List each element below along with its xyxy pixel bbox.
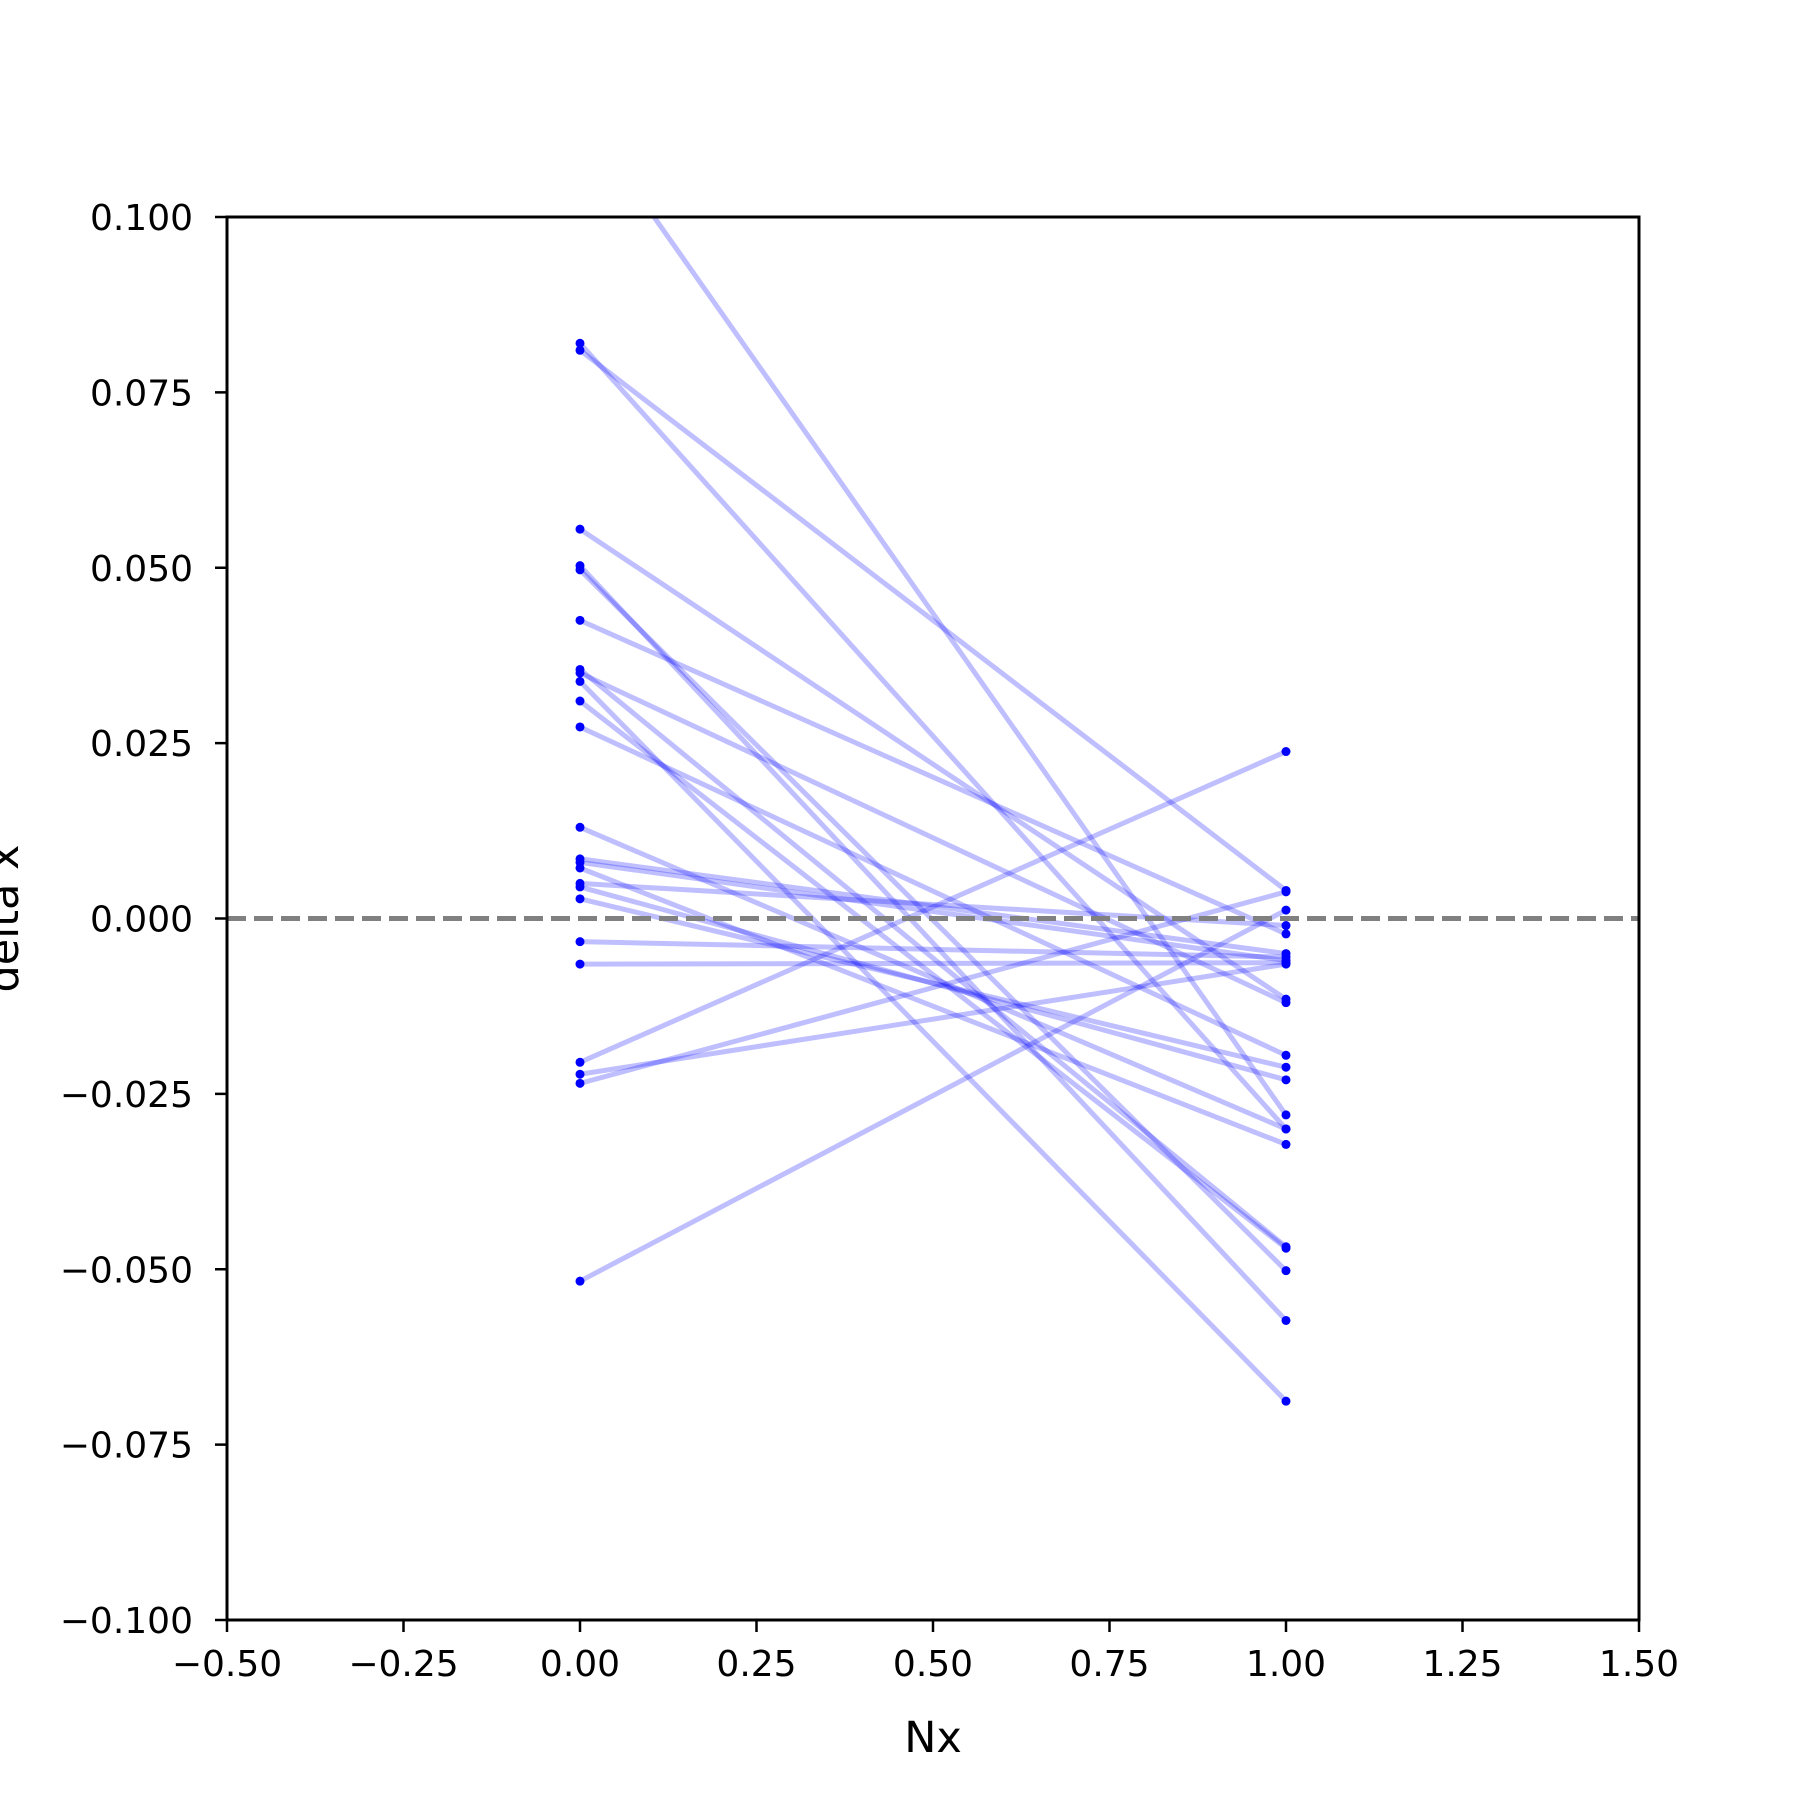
data-point — [575, 863, 585, 873]
data-point — [575, 959, 585, 969]
pair-line — [578, 618, 1288, 937]
data-point — [1281, 1315, 1291, 1325]
pair-line — [579, 880, 1287, 929]
data-point — [1281, 1396, 1291, 1406]
data-point — [575, 894, 585, 904]
data-point — [575, 822, 585, 832]
data-point — [1281, 921, 1291, 931]
data-point — [575, 1069, 585, 1079]
pair-line — [578, 341, 1288, 1131]
pair-line — [579, 939, 1287, 960]
data-point — [1281, 887, 1291, 897]
data-point — [575, 937, 585, 947]
y-tick-label: 0.075 — [90, 373, 193, 414]
data-point — [1281, 959, 1291, 969]
data-point — [575, 338, 585, 348]
y-tick-label: −0.025 — [60, 1075, 193, 1116]
data-point — [575, 668, 585, 678]
x-axis-label: Nx — [904, 1713, 962, 1763]
x-tick-label: 0.75 — [1069, 1644, 1149, 1685]
data-point — [1281, 905, 1291, 915]
pair-line — [579, 961, 1287, 1077]
y-tick-label: 0.100 — [90, 198, 193, 239]
data-point — [1281, 1266, 1291, 1276]
data-point — [575, 565, 585, 575]
pair-line — [578, 699, 1288, 1251]
pair-line — [579, 889, 1287, 1086]
y-tick-label: −0.100 — [60, 1601, 193, 1642]
data-point — [1281, 747, 1291, 757]
pair-line — [578, 679, 1288, 1403]
data-point — [1281, 1243, 1291, 1253]
x-tick-label: −0.50 — [172, 1644, 282, 1685]
y-tick-label: 0.000 — [90, 900, 193, 941]
data-point — [1281, 1110, 1291, 1120]
data-point — [1281, 1124, 1291, 1134]
x-tick-label: 0.50 — [893, 1644, 973, 1685]
pair-line — [578, 749, 1288, 1065]
pair-line — [579, 825, 1287, 1132]
pair-line — [578, 667, 1288, 1249]
data-point — [575, 615, 585, 625]
data-point — [1281, 1062, 1291, 1072]
x-tick-label: 1.50 — [1599, 1644, 1679, 1685]
pair-line — [578, 907, 1288, 1284]
axes-layer: −0.50 −0.25 0.00 0.25 0.50 0.75 1.00 1.25 1.50 0.… — [0, 198, 1679, 1763]
data-point — [1281, 1050, 1291, 1060]
x-tick-label: 1.00 — [1246, 1644, 1326, 1685]
pair-line — [579, 856, 1287, 957]
data-point — [575, 676, 585, 686]
data-point — [575, 882, 585, 892]
x-tick-label: 0.25 — [716, 1644, 796, 1685]
plot-area — [227, 217, 1639, 1406]
y-tick-label: 0.050 — [90, 549, 193, 590]
y-tick-label: 0.025 — [90, 724, 193, 765]
pair-line — [578, 670, 1288, 1005]
data-point — [1281, 1075, 1291, 1085]
pair-line — [579, 859, 1287, 964]
data-point — [1281, 1139, 1291, 1149]
pair-line — [578, 724, 1288, 1058]
pair-line — [650, 217, 1289, 1117]
pair-line — [579, 865, 1287, 1147]
data-point — [1281, 998, 1291, 1008]
pair-line — [578, 527, 1288, 1002]
data-point — [575, 722, 585, 732]
x-tick-label: 0.00 — [540, 1644, 620, 1685]
x-tick-label: −0.25 — [348, 1644, 458, 1685]
pair-line — [579, 960, 1287, 967]
pair-line — [578, 348, 1288, 893]
data-point — [575, 696, 585, 706]
data-point — [575, 524, 585, 534]
data-point — [575, 345, 585, 355]
x-tick-label: 1.25 — [1422, 1644, 1502, 1685]
data-point — [1281, 929, 1291, 939]
data-point — [575, 1057, 585, 1067]
y-tick-label: −0.050 — [60, 1250, 193, 1291]
data-point — [575, 1276, 585, 1286]
pair-line — [579, 896, 1287, 1070]
y-axis-label: delta x — [0, 844, 29, 992]
y-tick-label: −0.075 — [60, 1426, 193, 1467]
pair-line — [578, 563, 1288, 1323]
data-point — [575, 1078, 585, 1088]
